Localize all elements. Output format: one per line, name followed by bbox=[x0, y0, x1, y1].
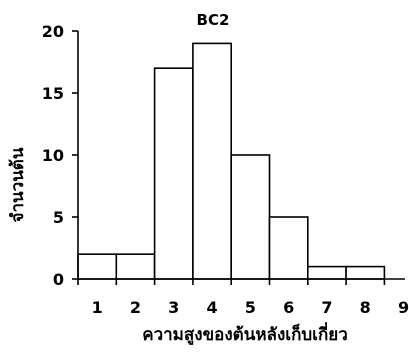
y-tick-label-10: 10 bbox=[42, 146, 64, 165]
x-tick-label-6: 6 bbox=[283, 298, 294, 317]
y-tick-label-0: 0 bbox=[53, 270, 64, 289]
bar-8 bbox=[345, 265, 386, 280]
y-axis-label: จำนวนต้น bbox=[8, 147, 28, 222]
bar-3 bbox=[153, 67, 194, 280]
bars-group bbox=[77, 42, 386, 280]
y-tick-labels: 0 5 10 15 20 bbox=[42, 22, 64, 289]
y-tick-label-15: 15 bbox=[42, 84, 64, 103]
bar-2 bbox=[115, 253, 156, 280]
bar-1 bbox=[77, 253, 118, 280]
x-tick-labels: 1 2 3 4 5 6 7 8 9 bbox=[92, 298, 409, 317]
x-tick-label-2: 2 bbox=[130, 298, 141, 317]
bar-7 bbox=[306, 265, 347, 280]
x-tick-label-9: 9 bbox=[398, 298, 409, 317]
chart-title: BC2 bbox=[197, 11, 230, 29]
x-tick-label-5: 5 bbox=[245, 298, 256, 317]
bar-6 bbox=[268, 216, 309, 280]
bar-5 bbox=[230, 154, 271, 280]
y-tick-label-5: 5 bbox=[53, 208, 64, 227]
y-tick-label-20: 20 bbox=[42, 22, 64, 41]
x-tick-label-1: 1 bbox=[92, 298, 103, 317]
x-tick-label-4: 4 bbox=[206, 298, 217, 317]
x-tick-label-8: 8 bbox=[360, 298, 371, 317]
x-tick-label-7: 7 bbox=[321, 298, 332, 317]
x-tick-label-3: 3 bbox=[168, 298, 179, 317]
bar-4 bbox=[192, 42, 232, 280]
x-axis-label: ความสูงของต้นหลังเก็บเกี่ยว bbox=[142, 322, 348, 346]
axes-group bbox=[72, 30, 405, 285]
